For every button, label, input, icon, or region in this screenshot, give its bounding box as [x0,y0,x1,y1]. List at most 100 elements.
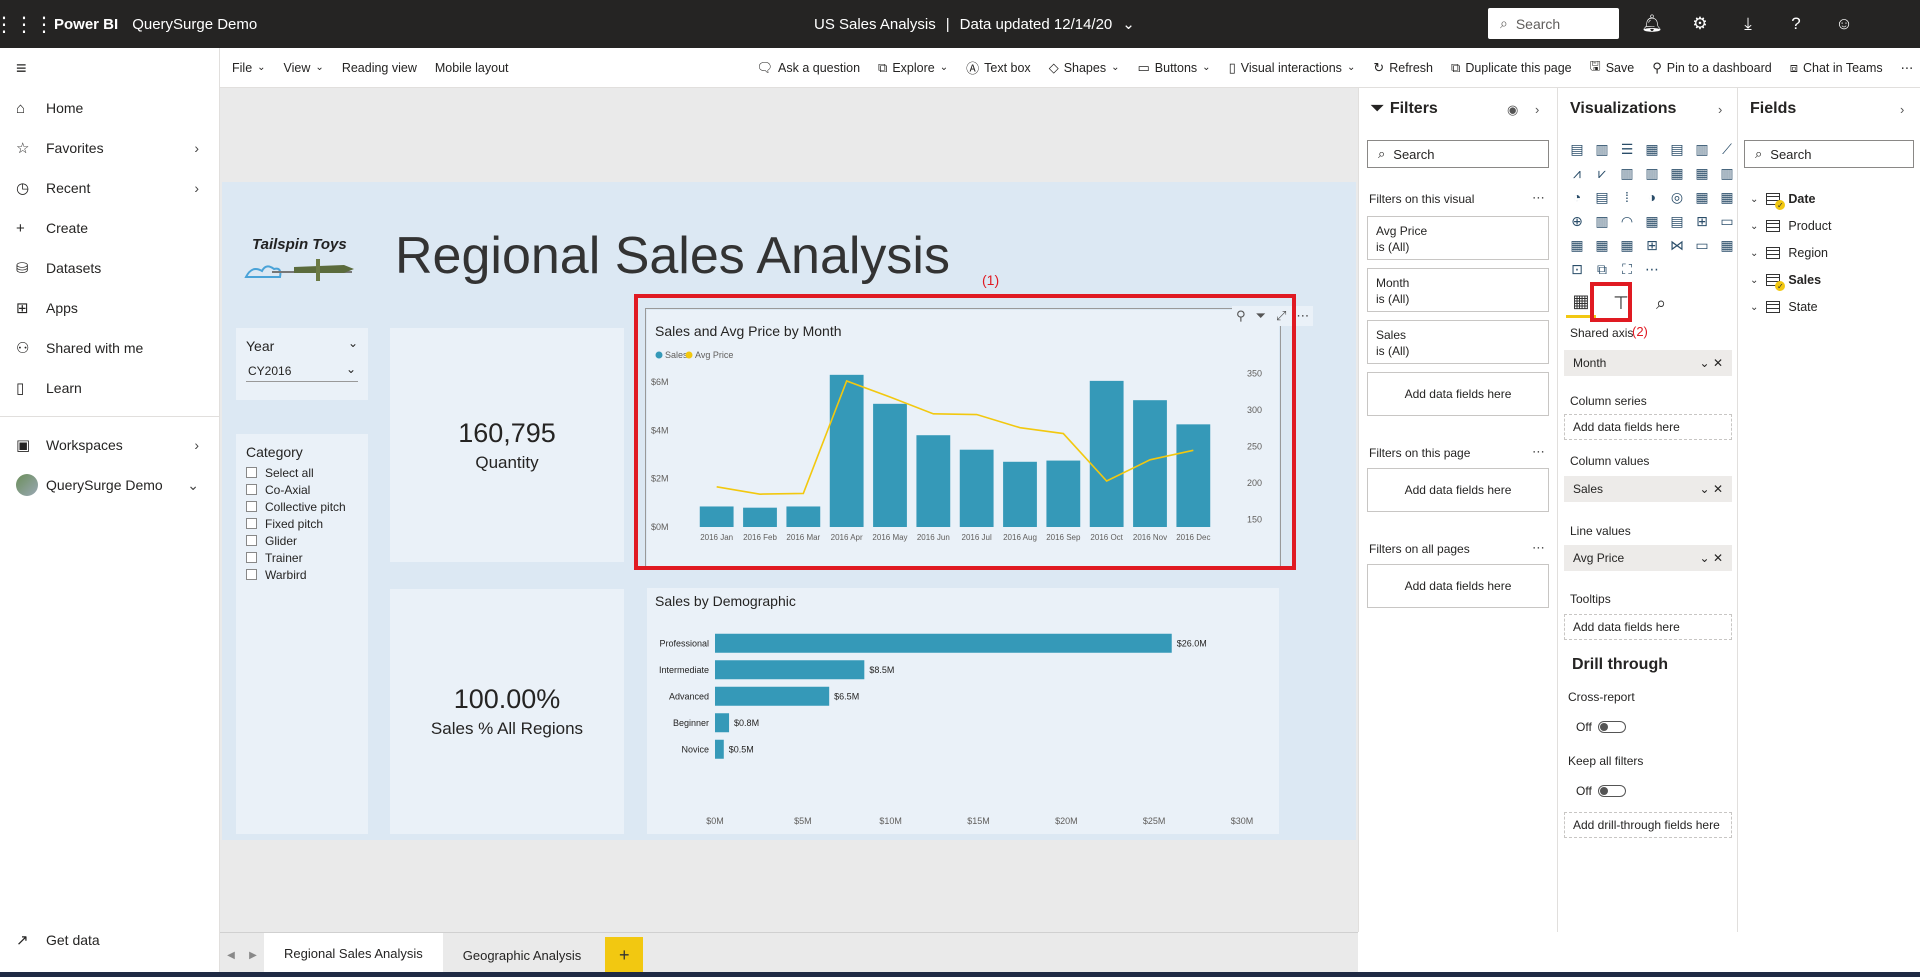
filter-card-month[interactable]: Month is (All) [1367,268,1549,312]
nav-get-data[interactable]: ↗ Get data [16,932,100,949]
visual-type-icon[interactable]: ◔ [1572,189,1582,205]
checkbox[interactable] [246,552,257,563]
checkbox[interactable] [246,535,257,546]
visual-type-icon[interactable]: ▥ [1595,212,1609,229]
quantity-card[interactable]: 160,795 Quantity [390,328,624,562]
download-icon[interactable]: ⤓ [1744,14,1752,33]
visual-type-icon[interactable]: ⊡ [1571,260,1583,277]
visual-type-icon[interactable]: ⛶ [1622,260,1632,277]
checkbox[interactable] [246,484,257,495]
visual-type-icon[interactable]: ▦ [1720,188,1734,205]
category-option[interactable]: Co-Axial [246,481,346,498]
chevron-right-icon[interactable]: › [1900,102,1905,117]
sales-demographic-chart[interactable]: Sales by Demographic Professional $26.0M In… [647,588,1279,834]
report-title-bar[interactable]: US Sales Analysis | Data updated 12/14/2… [814,15,1135,34]
visual-type-icon[interactable]: ▥ [1645,164,1659,181]
save-button[interactable]: 🖫︎ Save [1590,57,1635,79]
gear-icon[interactable]: ⚙ [1692,14,1708,33]
sales-avg-price-chart[interactable]: Sales and Avg Price by Month Sales Avg Pri… [647,310,1279,566]
brand-name[interactable]: Power BI [54,15,119,33]
reading-view-button[interactable]: Reading view [341,60,417,75]
keep-all-filters-toggle[interactable]: Off [1576,784,1626,798]
more-options-icon[interactable]: ⋯ [1532,540,1545,555]
nav-recent[interactable]: ◷ Recent › [16,180,199,197]
filter-icon[interactable]: ⏷ [1255,308,1266,323]
explore-menu[interactable]: ⧉ Explore ⌄ [878,59,949,75]
close-icon[interactable]: ✕ [1712,551,1723,565]
nav-workspace-current[interactable]: QuerySurge Demo ⌄ [0,465,219,505]
year-slicer[interactable]: Year ⌄ CY2016 ⌄ [236,328,368,400]
fields-search-input[interactable]: ⌕ Search [1744,140,1914,168]
category-option[interactable]: Warbird [246,566,346,583]
visual-type-icon[interactable]: ▤ [1595,188,1609,205]
nav-shared[interactable]: ⚇ Shared with me [16,340,144,357]
refresh-button[interactable]: ↻ Refresh [1373,59,1434,75]
tab-regional-sales[interactable]: Regional Sales Analysis [264,933,443,977]
field-table-product[interactable]: ⌄ Product [1750,219,1832,233]
hamburger-icon[interactable]: ≡ [16,57,27,78]
field-table-date[interactable]: ⌄Date [1750,192,1815,210]
visual-filter-drop-zone[interactable]: Add data fields here [1367,372,1549,416]
fields-well-tab-icon[interactable]: ▦ [1566,288,1596,318]
nav-datasets[interactable]: ⛁ Datasets [16,260,102,277]
more-options-icon[interactable]: ⋯ [1532,444,1545,459]
toggle-switch[interactable] [1597,721,1626,733]
analytics-magnifier-icon[interactable]: ⌕ [1655,292,1667,313]
all-pages-filter-drop-zone[interactable]: Add data fields here [1367,564,1549,608]
visual-type-icon[interactable]: ⩗ [1598,164,1606,181]
visual-interactions-menu[interactable]: ▯ Visual interactions ⌄ [1228,59,1356,75]
visual-type-icon[interactable]: ⊞ [1696,212,1708,229]
visual-type-icon[interactable]: ⧉ [1597,260,1607,277]
filter-card-avg-price[interactable]: Avg Price is (All) [1367,216,1549,260]
visual-type-icon[interactable]: ▤ [1670,140,1684,157]
checkbox[interactable] [246,501,257,512]
drill-through-well[interactable]: Add drill-through fields here [1564,812,1732,838]
cross-report-toggle[interactable]: Off [1576,720,1626,734]
add-page-button[interactable]: + [605,937,644,973]
visual-type-icon[interactable]: ▤ [1670,212,1684,229]
visual-type-icon[interactable]: ▦ [1620,236,1634,253]
global-search-input[interactable]: ⌕ Search [1488,8,1619,39]
more-options-icon[interactable]: ⋯ [1900,61,1914,75]
visual-type-icon[interactable]: ⁞ [1625,189,1629,205]
smiley-icon[interactable]: ☺ [1835,14,1853,33]
visual-type-icon[interactable]: ▭ [1695,236,1709,253]
buttons-menu[interactable]: ▭ Buttons ⌄ [1137,59,1211,75]
visual-type-icon[interactable]: ◠ [1620,212,1634,229]
nav-workspaces[interactable]: ▣ Workspaces › [16,437,199,454]
visual-type-icon[interactable]: ⊞ [1646,236,1658,253]
pin-icon[interactable]: ⚲ [1236,308,1246,323]
visual-type-icon[interactable]: ⋯ [1645,260,1659,277]
visual-type-icon[interactable]: ▦ [1645,212,1659,229]
category-option[interactable]: Glider [246,532,346,549]
visual-type-icon[interactable]: ▭ [1720,212,1734,229]
nav-learn[interactable]: ▯ Learn [16,380,82,397]
visual-type-icon[interactable]: ⋈ [1670,236,1684,253]
column-values-well[interactable]: Sales ⌄ ✕ [1564,476,1732,502]
text-box-button[interactable]: Ⓐ Text box [966,58,1031,77]
chevron-down-icon[interactable]: ⌄ [347,336,358,350]
app-launcher-icon[interactable]: ⋮⋮⋮ [0,13,54,36]
category-option[interactable]: Fixed pitch [246,515,346,532]
field-table-region[interactable]: ⌄ Region [1750,246,1829,260]
format-paint-roller-icon[interactable]: ⊤ [1613,292,1629,313]
toggle-switch[interactable] [1597,785,1626,797]
visual-type-icon[interactable]: ▦ [1570,236,1584,253]
category-option[interactable]: Select all [246,464,346,481]
nav-create[interactable]: + Create [16,219,89,237]
chevron-down-icon[interactable]: ⌄ [1699,356,1710,370]
visual-type-icon[interactable]: ▦ [1720,236,1734,253]
view-menu[interactable]: View ⌄ [283,60,324,75]
chevron-down-icon[interactable]: ⌄ [1699,551,1710,565]
more-options-icon[interactable]: ⋯ [1532,190,1545,205]
shared-axis-well[interactable]: Month ⌄ ✕ [1564,350,1732,376]
eye-icon[interactable]: ◉ [1507,102,1519,117]
visual-type-icon[interactable]: ◑ [1647,189,1657,205]
ask-question-button[interactable]: 🗨︎ Ask a question [756,59,861,75]
file-menu[interactable]: File ⌄ [232,60,266,75]
visual-type-icon[interactable]: ▥ [1620,164,1634,181]
tab-scroll-right-icon[interactable]: ▶ [249,949,257,961]
duplicate-page-button[interactable]: ⧉ Duplicate this page [1451,59,1572,75]
visual-type-icon[interactable]: ⊕ [1571,212,1583,229]
shapes-menu[interactable]: ◇ Shapes ⌄ [1048,59,1120,75]
